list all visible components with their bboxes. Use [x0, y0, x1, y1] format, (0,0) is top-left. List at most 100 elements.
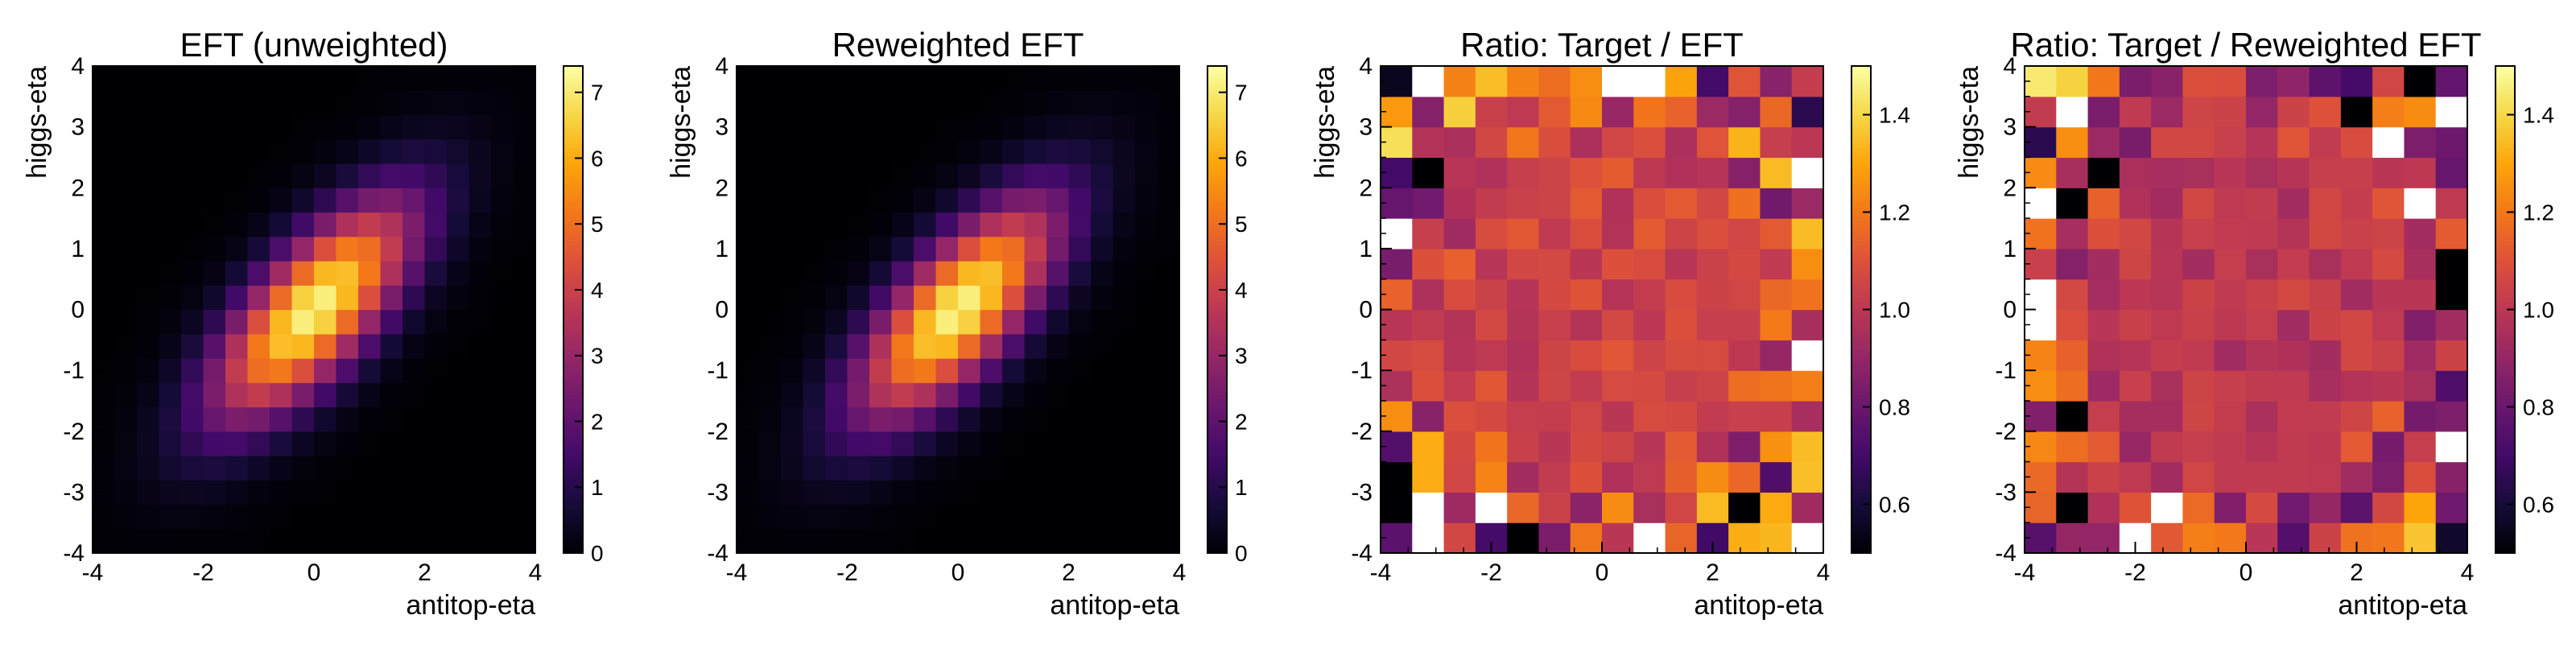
- heatmap-cell: [825, 212, 848, 237]
- heatmap-cell: [2435, 96, 2468, 128]
- heatmap-cell: [159, 138, 182, 164]
- heatmap-cell: [93, 309, 116, 335]
- colorbar-tick-label: 0.6: [2523, 493, 2554, 518]
- heatmap-cell: [2372, 431, 2405, 463]
- colorbar-segment: [564, 480, 583, 485]
- heatmap-cell: [1443, 126, 1476, 159]
- heatmap-cell: [447, 138, 470, 164]
- heatmap-cell: [1475, 492, 1508, 523]
- colorbar-segment: [564, 228, 583, 233]
- heatmap-cell: [1665, 461, 1698, 493]
- colorbar-segment: [2496, 78, 2515, 83]
- heatmap-cell: [1602, 188, 1634, 219]
- heatmap-cell: [93, 528, 116, 554]
- heatmap-cell: [980, 309, 1003, 335]
- heatmap-cell: [935, 285, 959, 311]
- colorbar-tick-label: 4: [591, 278, 604, 303]
- heatmap-cell: [1046, 456, 1070, 481]
- heatmap-cell: [935, 236, 959, 262]
- heatmap-cell: [847, 504, 870, 530]
- heatmap-cell: [1791, 66, 1824, 97]
- colorbar-segment: [1208, 349, 1227, 355]
- heatmap-cell: [1046, 188, 1070, 213]
- heatmap-cell: [203, 285, 226, 311]
- heatmap-cell: [1633, 188, 1666, 219]
- heatmap-cell: [1602, 431, 1634, 463]
- colorbar-segment: [564, 142, 583, 148]
- y-tick-label: 3: [2003, 114, 2017, 141]
- heatmap-cell: [2246, 309, 2278, 341]
- colorbar-segment: [564, 321, 583, 327]
- heatmap-cell: [1570, 370, 1603, 402]
- colorbar-segment: [2496, 353, 2515, 359]
- heatmap-cell: [402, 504, 426, 530]
- heatmap-cell: [203, 212, 226, 237]
- colorbar-segment: [2496, 325, 2515, 331]
- heatmap-cell: [1728, 400, 1761, 432]
- heatmap-cell: [803, 431, 826, 456]
- heatmap-cell: [314, 456, 337, 481]
- heatmap-cell: [93, 333, 116, 359]
- heatmap-cell: [2246, 218, 2278, 250]
- heatmap-cell: [1570, 431, 1603, 463]
- heatmap-cell: [2056, 66, 2089, 97]
- colorbar-segment: [564, 277, 583, 283]
- colorbar-segment: [564, 285, 583, 291]
- colorbar-segment: [1208, 171, 1227, 176]
- heatmap-cell: [1046, 285, 1070, 311]
- colorbar-segment: [1852, 273, 1871, 278]
- heatmap-cell: [869, 407, 893, 432]
- colorbar-segment: [2496, 329, 2515, 335]
- heatmap-cell: [2214, 309, 2247, 341]
- colorbar-tick-label: 4: [1235, 278, 1248, 303]
- heatmap-cell: [803, 212, 826, 237]
- heatmap-cell: [114, 504, 138, 530]
- heatmap-cell: [137, 382, 160, 408]
- heatmap-cell: [1538, 248, 1571, 280]
- heatmap-cell: [491, 66, 514, 91]
- heatmap-cell: [2309, 522, 2342, 554]
- heatmap-cell: [424, 309, 448, 335]
- heatmap-cell: [914, 138, 937, 164]
- heatmap-cell: [1135, 480, 1158, 506]
- y-tick-label: 1: [715, 236, 729, 262]
- heatmap-cell: [2372, 279, 2405, 311]
- heatmap-cell: [491, 114, 514, 140]
- heatmap-cell: [270, 285, 293, 311]
- colorbar-segment: [1852, 484, 1871, 489]
- heatmap-cell: [1760, 126, 1793, 159]
- heatmap-cell: [137, 358, 160, 383]
- heatmap-cell: [469, 504, 492, 530]
- colorbar-segment: [1852, 516, 1871, 522]
- heatmap-cell: [891, 90, 914, 116]
- heatmap-cell: [935, 309, 959, 335]
- heatmap-cell: [1046, 382, 1070, 408]
- heatmap-cell: [358, 285, 382, 311]
- colorbar-segment: [1208, 512, 1227, 518]
- heatmap-cell: [203, 138, 226, 164]
- heatmap-cell: [758, 90, 782, 116]
- colorbar-segment: [1208, 192, 1227, 197]
- heatmap-cell: [2404, 66, 2437, 97]
- heatmap-cell: [380, 456, 403, 481]
- colorbar-segment: [1208, 464, 1227, 468]
- heatmap-cell: [803, 528, 826, 554]
- colorbar-tick-label: 1.0: [1879, 298, 1910, 323]
- heatmap-cell: [1696, 309, 1729, 341]
- heatmap-cell: [1791, 492, 1824, 523]
- heatmap-cell: [1412, 279, 1445, 311]
- heatmap-cell: [2277, 188, 2310, 219]
- heatmap-cell: [181, 90, 204, 116]
- chart-title: Ratio: Target / EFT: [1460, 26, 1744, 64]
- heatmap-cell: [1091, 138, 1114, 164]
- heatmap-cell: [247, 261, 270, 286]
- colorbar-segment: [564, 325, 583, 331]
- heatmap-cell: [1443, 157, 1476, 188]
- heatmap-cell: [469, 333, 492, 359]
- heatmap-cell: [1091, 66, 1114, 91]
- heatmap-cell: [2182, 370, 2215, 402]
- colorbar-segment: [1852, 180, 1871, 185]
- colorbar-segment: [1852, 390, 1871, 396]
- colorbar-segment: [1208, 118, 1227, 124]
- heatmap-cell: [2277, 461, 2310, 493]
